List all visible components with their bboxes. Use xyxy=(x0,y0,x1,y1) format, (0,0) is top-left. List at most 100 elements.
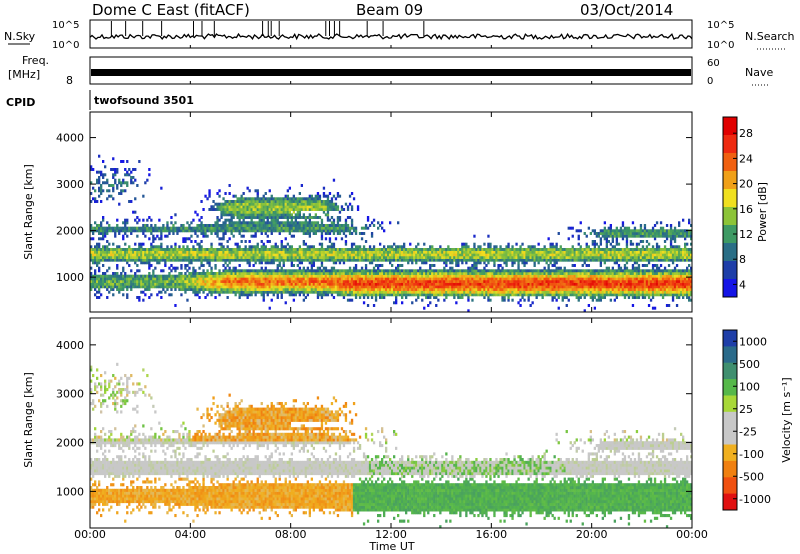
power-cell xyxy=(124,168,127,171)
power-cell xyxy=(370,282,374,286)
power-cell xyxy=(110,229,113,233)
power-cell xyxy=(525,258,528,262)
power-cell xyxy=(244,280,247,283)
power-cell xyxy=(551,282,554,286)
power-cell xyxy=(467,282,470,286)
power-cell xyxy=(300,208,304,211)
power-cell xyxy=(270,256,273,259)
power-cell xyxy=(308,261,312,265)
power-cell xyxy=(228,288,231,291)
power-cell xyxy=(350,226,354,230)
power-cell xyxy=(190,221,193,225)
power-cell xyxy=(304,256,308,259)
power-cell xyxy=(260,274,263,278)
power-cell xyxy=(332,256,336,259)
power-cell xyxy=(184,264,187,267)
power-cell xyxy=(116,250,119,254)
power-cell xyxy=(381,258,384,262)
power-cell xyxy=(216,202,219,206)
power-cell xyxy=(465,282,468,286)
power-cell xyxy=(366,269,370,273)
power-cell xyxy=(246,280,249,283)
power-cell xyxy=(244,221,247,225)
power-cell xyxy=(210,253,213,257)
power-cell xyxy=(352,258,356,262)
power-cell xyxy=(395,282,398,286)
power-cell xyxy=(182,250,185,254)
power-cell xyxy=(284,226,287,230)
power-cell xyxy=(395,266,398,270)
power-cell xyxy=(292,256,296,259)
power-cell xyxy=(364,272,368,275)
power-cell xyxy=(272,280,275,283)
power-cell xyxy=(268,226,271,230)
date-title: 03/Oct/2014 xyxy=(580,1,673,19)
power-cell xyxy=(308,280,312,283)
power-cell xyxy=(92,261,95,265)
power-cell xyxy=(393,282,396,286)
power-cell xyxy=(330,280,334,283)
power-cell xyxy=(338,218,342,222)
power-cell xyxy=(316,258,320,262)
power-cell xyxy=(158,256,161,259)
power-cell xyxy=(242,288,245,291)
power-cell xyxy=(228,210,231,214)
power-cell xyxy=(284,290,287,294)
power-cell xyxy=(387,293,390,297)
power-cell xyxy=(455,248,458,251)
power-cell xyxy=(370,285,374,289)
power-cell xyxy=(362,258,366,262)
power-cell xyxy=(222,208,225,211)
power-cell xyxy=(318,205,322,209)
power-cell xyxy=(226,253,229,257)
power-cell xyxy=(314,197,318,201)
power-cell xyxy=(405,288,408,291)
nsky-line xyxy=(89,32,693,41)
power-cell xyxy=(449,248,452,251)
power-cell xyxy=(196,213,199,217)
power-cell xyxy=(232,290,235,294)
power-cell xyxy=(198,277,201,281)
power-cell xyxy=(348,232,352,235)
power-cell xyxy=(230,274,233,278)
power-cell xyxy=(344,274,348,278)
power-cell xyxy=(94,285,97,289)
power-cell xyxy=(322,200,326,203)
power-cell xyxy=(322,288,326,291)
power-cell xyxy=(314,288,318,291)
power-cell xyxy=(162,248,165,251)
power-cell xyxy=(423,290,426,294)
power-cell xyxy=(286,200,290,203)
power-cell xyxy=(130,178,133,182)
power-cell xyxy=(154,277,157,281)
power-cell xyxy=(168,232,171,235)
power-cell xyxy=(164,258,167,262)
power-cell xyxy=(254,245,257,249)
power-cell xyxy=(310,205,314,209)
power-cell xyxy=(475,256,478,259)
power-cell xyxy=(328,229,332,233)
power-cell xyxy=(296,216,300,219)
power-cell xyxy=(270,213,273,217)
power-cell xyxy=(328,205,332,209)
power-cell xyxy=(374,280,378,283)
power-cell xyxy=(320,256,324,259)
power-cell xyxy=(447,290,450,294)
power-cell xyxy=(527,250,530,254)
power-cell xyxy=(381,274,384,278)
power-cell xyxy=(260,258,263,262)
power-cell xyxy=(306,256,310,259)
power-cell xyxy=(348,285,352,289)
power-cell xyxy=(238,208,241,211)
power-cell xyxy=(511,298,514,302)
power-cell xyxy=(483,256,486,259)
power-cell xyxy=(160,280,163,283)
power-cell xyxy=(318,282,322,286)
power-cell xyxy=(320,248,324,251)
power-cell xyxy=(270,288,273,291)
power-cell xyxy=(413,269,416,273)
power-cell xyxy=(114,229,117,233)
power-cell xyxy=(399,277,402,281)
power-cell xyxy=(457,248,460,251)
power-cell xyxy=(368,269,372,273)
